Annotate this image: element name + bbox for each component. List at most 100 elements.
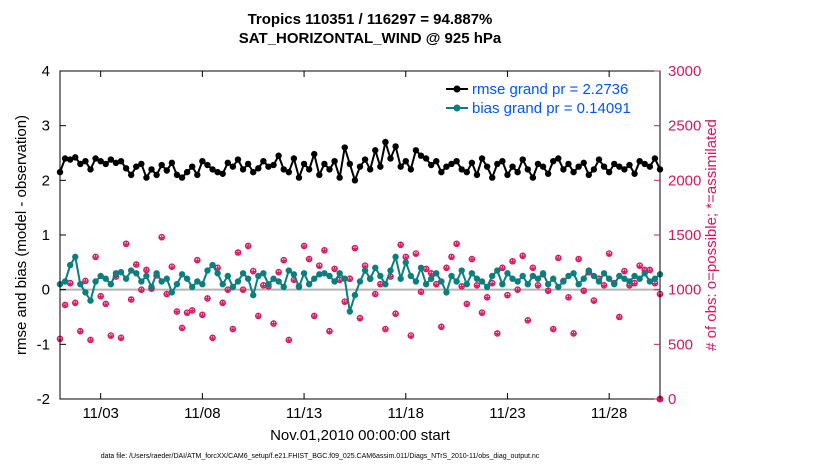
bias-point [229, 283, 237, 291]
obs-assimilated-point: * [129, 295, 135, 310]
obs-possible-point [458, 283, 465, 290]
obs-possible-point [412, 250, 420, 257]
bias-point [611, 281, 618, 288]
y-axis-left: -2 -1 0 1 2 3 4 [37, 63, 66, 408]
obs-assimilated-point: * [464, 299, 470, 314]
obs-assimilated-point: * [459, 282, 465, 297]
x-axis: 11/03 11/08 11/13 11/18 11/23 11/28 [82, 71, 627, 422]
rmse-point [616, 163, 623, 170]
y-tick-label-left: 0 [42, 282, 50, 299]
obs-assimilated-point: * [312, 311, 318, 326]
obs-assimilated-point: * [647, 265, 653, 280]
rmse-point [570, 168, 577, 176]
obs-assimilated-point: * [541, 270, 547, 285]
rmse-point [397, 163, 404, 170]
obs-assimilated-point: * [520, 251, 526, 266]
obs-assimilated-point: * [302, 241, 308, 256]
rmse-point [107, 156, 115, 163]
bias-point [72, 253, 79, 261]
obs-possible-point [209, 334, 216, 342]
rmse-point [560, 166, 567, 173]
obs-possible-point [432, 280, 440, 288]
obs-possible-point [143, 266, 150, 274]
obs-assimilated-point: * [307, 254, 313, 269]
rmse-point [534, 160, 542, 168]
bias-point [377, 272, 384, 280]
bias-point [407, 272, 415, 280]
rmse-point [351, 177, 359, 184]
y-tick-label-right: 3000 [668, 63, 701, 80]
rmse-point [346, 160, 354, 168]
obs-possible-point [316, 262, 323, 269]
rmse-point [82, 158, 89, 165]
obs-assimilated-point: * [576, 254, 582, 269]
rmse-point [387, 155, 394, 162]
bias-point [300, 270, 308, 277]
obs-assimilated-point: * [271, 319, 277, 334]
bias-point [478, 278, 486, 285]
obs-assimilated-point: * [535, 280, 541, 295]
rmse-point [300, 160, 308, 168]
rmse-point [275, 152, 282, 159]
obs-possible-point [565, 294, 572, 301]
plot-layer: * * * * * * * * * * * * * * * * * * * * * * * * * * * * * * * * * * * * * * * *… [56, 138, 664, 403]
obs-possible-point [636, 262, 643, 269]
rmse-point [183, 168, 191, 176]
obs-assimilated-point: * [342, 297, 348, 312]
bias-point [148, 283, 155, 291]
rmse-point [250, 168, 257, 176]
rmse-point [255, 165, 262, 172]
obs-assimilated-point: * [398, 240, 404, 255]
bias-point [214, 270, 221, 277]
obs-possible-point [478, 309, 486, 316]
obs-possible-point [570, 330, 577, 337]
bias-point [631, 272, 638, 280]
bias-point [61, 278, 69, 285]
rmse-point [453, 158, 460, 165]
obs-possible-point [493, 330, 501, 337]
obs-assimilated-point: * [469, 254, 475, 269]
rmse-point [117, 158, 125, 165]
obs-possible-point [239, 286, 247, 293]
rmse-point [356, 163, 364, 170]
rmse-point [285, 168, 293, 176]
obs-assimilated-point: * [449, 252, 455, 267]
rmse-point [219, 170, 226, 177]
obs-assimilated-point: * [327, 326, 333, 341]
bias-point [341, 275, 348, 282]
rmse-point [331, 158, 338, 165]
rmse-point [168, 159, 176, 167]
bias-point [275, 278, 282, 285]
rmse-point [448, 160, 455, 168]
obs-assimilated-point: * [241, 285, 247, 300]
obs-assimilated-point: * [291, 275, 297, 290]
obs-assimilated-point: * [373, 289, 379, 304]
obs-possible-point [193, 256, 201, 264]
obs-assimilated-point: * [180, 323, 186, 338]
rmse-point [163, 167, 170, 174]
bias-point [168, 289, 176, 296]
obs-possible-point [204, 295, 211, 302]
rmse-point [575, 163, 582, 170]
obs-possible-point [575, 255, 582, 263]
bias-point [316, 271, 323, 278]
obs-possible-point [504, 291, 511, 299]
rmse-point [280, 166, 287, 173]
bias-point [326, 272, 333, 280]
bias-point [270, 275, 277, 282]
obs-possible-point [61, 301, 69, 309]
obs-possible-point [229, 325, 237, 333]
obs-assimilated-point: * [617, 312, 623, 327]
bias-point [204, 267, 211, 274]
obs-possible-point [382, 325, 389, 333]
bias-point [194, 278, 201, 285]
obs-assimilated-point: * [652, 278, 658, 293]
obs-possible-point [305, 255, 313, 263]
bias-point [158, 278, 165, 285]
bias-point [605, 275, 613, 282]
bias-point [189, 283, 196, 291]
bias-point [387, 267, 394, 274]
bias-point [311, 275, 318, 282]
obs-possible-point [87, 336, 94, 344]
